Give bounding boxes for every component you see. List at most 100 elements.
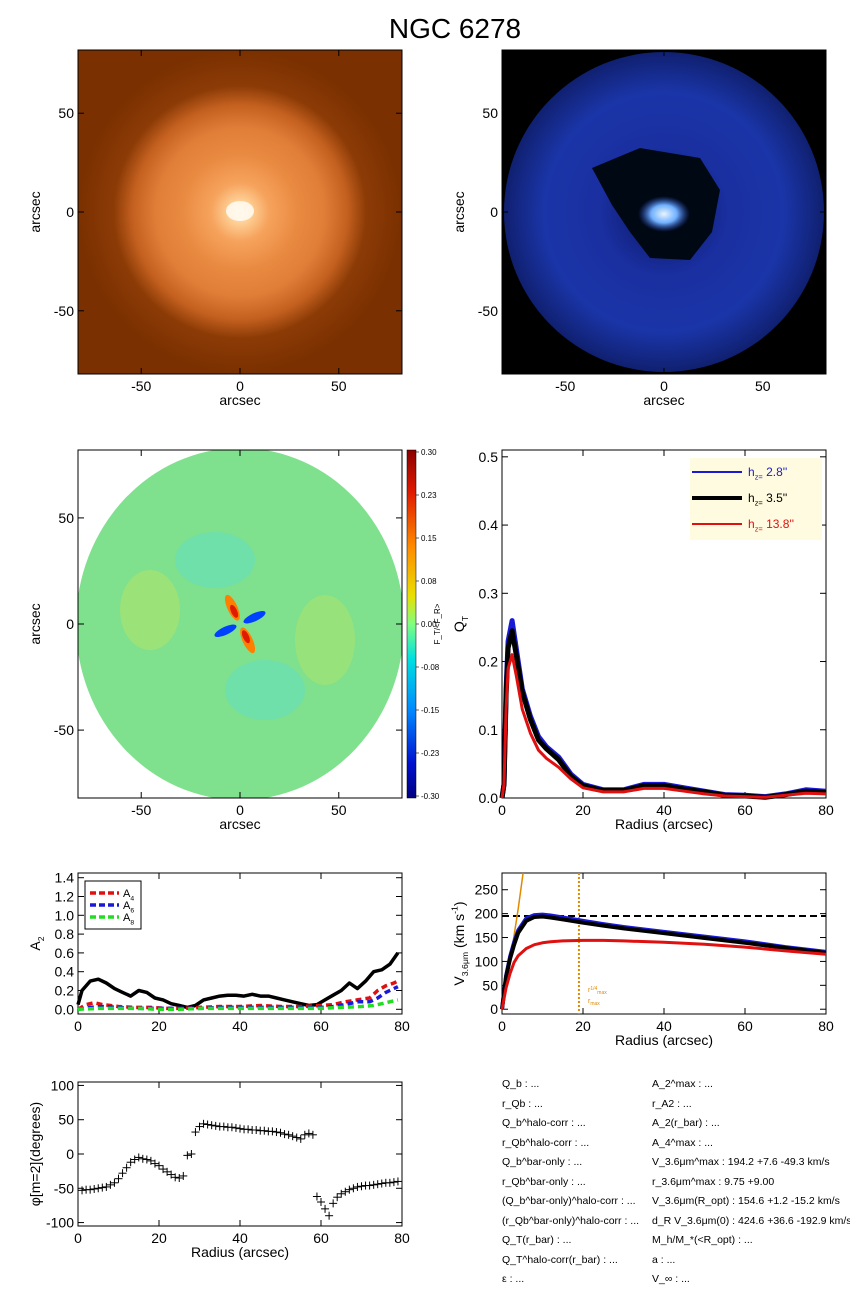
a2-xtick-label: 40 xyxy=(232,1018,248,1034)
force-ratio-map-ytick-label: -50 xyxy=(54,722,74,738)
phase-point xyxy=(377,1179,386,1188)
param-left-row-1: r_Qb : ... xyxy=(502,1097,543,1110)
figure-title: NGC 6278 xyxy=(389,13,521,44)
phase-point xyxy=(86,1185,95,1194)
colorbar-tick-label: -0.23 xyxy=(421,749,440,758)
phase-point xyxy=(260,1126,269,1135)
colorbar xyxy=(406,449,417,799)
phase-point xyxy=(179,1171,188,1180)
phase-point xyxy=(231,1123,240,1132)
param-left-row-8: Q_T(r_bar) : ... xyxy=(502,1234,572,1246)
phase-point xyxy=(345,1185,354,1194)
vc-ylabel: V3.6μm​ (km s-1​) xyxy=(450,901,471,985)
param-right-row-10: V_∞ : ... xyxy=(652,1273,690,1285)
colorbar-tick-label: 0.23 xyxy=(421,491,437,500)
force-map-feature-red-lower-core xyxy=(241,630,250,644)
panel-galaxy-image xyxy=(77,49,403,375)
force-ratio-map-xtick-label: 50 xyxy=(331,802,347,818)
image-xlabel: arcsec xyxy=(219,392,260,408)
phase-point xyxy=(126,1158,135,1167)
phase-point xyxy=(389,1178,398,1187)
phase-point xyxy=(329,1199,338,1208)
image-ylabel: arcsec xyxy=(27,191,43,232)
image-xtick-label: -50 xyxy=(131,378,151,394)
residual-ytick-label: -50 xyxy=(478,303,498,319)
phase-point xyxy=(199,1119,208,1128)
force-map-lobe-cyan-bottom xyxy=(225,660,305,720)
phase-point xyxy=(171,1173,180,1182)
rmax-annotation: r1/4max rmax xyxy=(588,986,607,1007)
a2-legend-label-blue: A6​ xyxy=(123,900,134,914)
phase-point xyxy=(236,1124,244,1133)
qt-xtick-label: 20 xyxy=(575,802,591,818)
vc-xtick-label: 80 xyxy=(818,1018,834,1034)
phase-point xyxy=(187,1150,196,1158)
phase-point xyxy=(106,1180,115,1189)
phase-point xyxy=(284,1130,293,1139)
param-right-row-6: V_3.6μm(R_opt) : 154.6 +1.2 -15.2 km/s xyxy=(652,1195,840,1207)
phase-point xyxy=(122,1163,131,1172)
vc-ytick-label: 50 xyxy=(482,977,498,993)
chart-layer: -50 0 50 -50 0 50 arcsec arcsec -50 0 50 -50 0 50 arcs… xyxy=(27,49,834,1260)
vc-xtick-label: 60 xyxy=(737,1018,753,1034)
phase-xlabel: Radius (arcsec) xyxy=(191,1244,289,1260)
colorbar-tick-label: -0.08 xyxy=(421,663,440,672)
residual-xtick-label: -50 xyxy=(555,378,575,394)
phase-point xyxy=(385,1178,394,1187)
qt-xlabel: Radius (arcsec) xyxy=(615,816,713,832)
phase-point xyxy=(183,1151,192,1160)
vc-xtick-label: 20 xyxy=(575,1018,591,1034)
phase-point xyxy=(211,1121,220,1130)
phase-point xyxy=(78,1186,87,1195)
phase-ytick-label: 100 xyxy=(51,1077,75,1093)
phase-point xyxy=(357,1182,366,1191)
phase-point xyxy=(280,1130,289,1139)
qt-series-blue xyxy=(499,618,827,800)
phase-point xyxy=(155,1161,163,1170)
force-map-feature-blue-right xyxy=(243,611,266,624)
phase-ylabel: φ[m=2](degrees) xyxy=(27,1102,43,1206)
vc-ytick-label: 100 xyxy=(475,953,499,969)
qt-legend-label-blue: hz=​ 2.8'' xyxy=(748,465,787,482)
a2-ytick-label: 1.2 xyxy=(55,889,75,905)
vc-xtick-label: 40 xyxy=(656,1018,672,1034)
phase-point xyxy=(94,1184,103,1193)
force-map-feature-blue-left xyxy=(214,624,237,637)
param-right-row-3: A_4^max : ... xyxy=(652,1136,713,1149)
phase-point xyxy=(110,1178,119,1187)
parameters-right-column: A_2^max : ... r_A2 : ... A_2(r_bar) : ... A… xyxy=(652,1078,850,1293)
residual-bright-blob xyxy=(638,196,690,232)
param-left-row-0: Q_b : ... xyxy=(502,1078,540,1090)
phase-point xyxy=(195,1122,204,1131)
residual-xlabel: arcsec xyxy=(643,392,684,408)
phase-point xyxy=(252,1126,261,1134)
vc-xtick-label: 0 xyxy=(498,1018,506,1034)
force-ratio-map-ytick-label: 50 xyxy=(58,510,74,526)
colorbar-tick-label: 0.30 xyxy=(421,448,437,457)
vc-xlabel: Radius (arcsec) xyxy=(615,1032,713,1048)
phase-point xyxy=(98,1183,107,1192)
qt-xtick-label: 60 xyxy=(737,802,753,818)
param-left-row-4: Q_b^bar-only : ... xyxy=(502,1156,583,1168)
force-map-disk xyxy=(78,450,402,798)
phase-point xyxy=(227,1123,236,1132)
phase-xtick-label: 20 xyxy=(151,1230,167,1246)
phase-point xyxy=(296,1134,305,1143)
a2-ytick-label: 0.8 xyxy=(55,926,75,942)
qt-legend-label-red: hz=​ 13.8'' xyxy=(748,517,794,534)
qt-legend-label-black: hz=​ 3.5'' xyxy=(748,491,787,508)
a2-xtick-label: 20 xyxy=(151,1018,167,1034)
a2-ytick-label: 0.4 xyxy=(55,964,75,980)
residual-xtick-label: 50 xyxy=(755,378,771,394)
force-ratio-map-ytick-label: 0 xyxy=(66,616,74,632)
residual-ytick-label: 0 xyxy=(490,204,498,220)
param-right-row-7: d_R V_3.6μm(0) : 424.6 +36.6 -192.9 km/s… xyxy=(652,1214,850,1227)
qt-xtick-label: 40 xyxy=(656,802,672,818)
qt-series-black xyxy=(499,628,827,800)
param-right-row-2: A_2(r_bar) : ... xyxy=(652,1117,720,1129)
force-map-lobe-cyan-top xyxy=(175,532,255,588)
force-ratio-map-xtick-label: -50 xyxy=(131,802,151,818)
qt-series-red xyxy=(500,653,827,799)
phase-xtick-label: 0 xyxy=(74,1230,82,1246)
phase-point xyxy=(312,1192,321,1201)
